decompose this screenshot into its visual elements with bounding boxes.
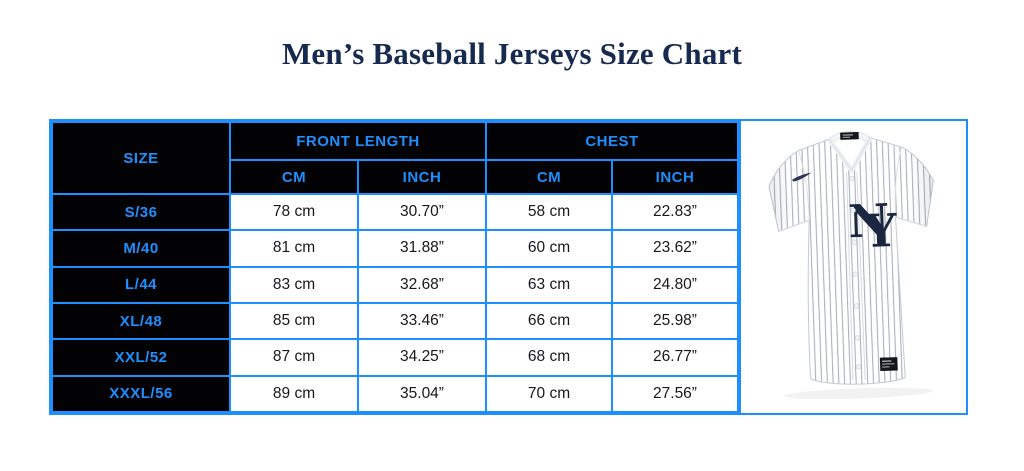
subheader-chest-inch: INCH (611, 159, 739, 195)
front-length-inch-cell: 32.68” (357, 265, 487, 304)
size-chart-board: SIZE FRONT LENGTH CHEST CM INCH CM INCH … (49, 119, 968, 415)
nike-swoosh-icon (791, 172, 811, 182)
jock-tag (879, 357, 898, 372)
front-length-cm-cell: 87 cm (229, 338, 359, 377)
armhole-seam-left (797, 150, 810, 221)
armhole-seam-right (894, 146, 902, 218)
subheader-chest-cm: CM (485, 159, 613, 195)
placket-line-left (845, 172, 853, 381)
front-length-cm-cell: 89 cm (229, 374, 359, 414)
front-length-inch-cell: 30.70” (357, 192, 487, 232)
header-sub-row: CM INCH CM INCH (52, 159, 739, 195)
column-header-size: SIZE (51, 121, 231, 195)
front-length-cm-cell: 78 cm (229, 192, 359, 232)
svg-text:N: N (847, 194, 890, 248)
chest-cm-cell: 66 cm (485, 301, 613, 341)
front-length-inch-cell: 33.46” (357, 301, 487, 341)
column-header-front-length: FRONT LENGTH (229, 121, 487, 161)
table-row: XXL/52 87 cm 34.25” 68 cm 26.77” (51, 338, 739, 377)
jersey-image: N Y (766, 131, 941, 400)
table-row: S/36 78 cm 30.70” 58 cm 22.83” (51, 192, 739, 232)
chest-inch-cell: 25.98” (611, 301, 739, 341)
header-group-row: SIZE FRONT LENGTH CHEST (51, 121, 739, 195)
chest-cm-cell: 70 cm (485, 374, 613, 414)
sleeve-hem-left (777, 219, 809, 233)
table-row: L/44 83 cm 32.68” 63 cm 24.80” (51, 265, 739, 304)
chest-inch-cell: 24.80” (611, 265, 739, 304)
chest-cm-cell: 60 cm (485, 229, 613, 268)
ny-logo: N Y (847, 194, 898, 258)
size-cell: M/40 (51, 229, 231, 268)
size-cell: S/36 (51, 192, 231, 232)
jersey-image-panel: N Y (739, 121, 966, 413)
front-length-inch-cell: 35.04” (357, 374, 487, 414)
subheader-front-cm: CM (229, 159, 359, 195)
size-cell: XXXL/56 (51, 374, 231, 414)
jersey-shading (766, 135, 940, 388)
chest-inch-cell: 26.77” (611, 338, 739, 377)
size-cell: XXL/52 (51, 338, 231, 377)
sleeve-hem-right (894, 216, 927, 227)
front-length-cm-cell: 85 cm (229, 301, 359, 341)
jersey-shadow (783, 387, 932, 400)
subheader-front-inch: INCH (357, 159, 487, 195)
front-length-cm-cell: 81 cm (229, 229, 359, 268)
size-cell: L/44 (51, 265, 231, 304)
table-row: M/40 81 cm 31.88” 60 cm 23.62” (51, 229, 739, 268)
placket-line-right (855, 172, 866, 380)
size-chart-table: SIZE FRONT LENGTH CHEST CM INCH CM INCH … (51, 121, 739, 414)
chest-inch-cell: 22.83” (611, 192, 739, 232)
chest-cm-cell: 63 cm (485, 265, 613, 304)
size-cell: XL/48 (51, 301, 231, 341)
svg-text:Y: Y (862, 204, 898, 258)
collar-tag (839, 132, 859, 140)
column-header-chest: CHEST (485, 121, 739, 161)
chest-cm-cell: 68 cm (485, 338, 613, 377)
chest-cm-cell: 58 cm (485, 192, 613, 232)
jersey-buttons (848, 175, 861, 370)
front-length-cm-cell: 83 cm (229, 265, 359, 304)
table-row: XL/48 85 cm 33.46” 66 cm 25.98” (51, 301, 739, 341)
front-length-inch-cell: 31.88” (357, 229, 487, 268)
front-length-inch-cell: 34.25” (357, 338, 487, 377)
chest-inch-cell: 23.62” (611, 229, 739, 268)
size-chart-page: Men’s Baseball Jerseys Size Chart SIZE F… (0, 0, 1024, 415)
page-title: Men’s Baseball Jerseys Size Chart (281, 36, 743, 71)
chest-inch-cell: 27.56” (611, 374, 739, 414)
table-row: XXXL/56 89 cm 35.04” 70 cm 27.56” (51, 374, 739, 414)
